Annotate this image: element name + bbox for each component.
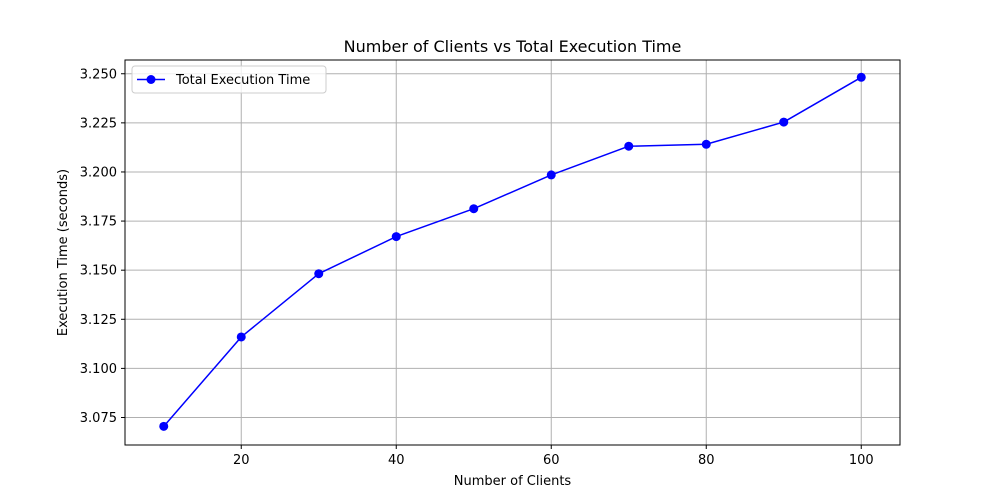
y-tick-label: 3.125 (80, 313, 117, 328)
data-point (779, 117, 789, 127)
data-point (236, 332, 246, 342)
y-tick-label: 3.150 (80, 264, 117, 279)
data-point (701, 139, 711, 149)
x-tick-label: 80 (698, 453, 715, 468)
legend-box (131, 65, 327, 94)
data-point (856, 72, 866, 82)
legend-label: Total Execution Time (175, 73, 310, 88)
y-axis-label: Execution Time (seconds) (56, 169, 71, 336)
legend: Total Execution Time (131, 65, 327, 94)
y-tick-label: 3.200 (80, 165, 117, 180)
data-point (624, 141, 634, 151)
x-tick-label: 60 (543, 453, 560, 468)
data-point (469, 204, 479, 214)
series-layer (159, 72, 866, 431)
data-point (391, 232, 401, 242)
data-point (314, 269, 324, 279)
x-axis-label: Number of Clients (454, 474, 572, 489)
y-tick-label: 3.250 (80, 67, 117, 82)
grid-layer (125, 60, 900, 445)
legend-marker (146, 75, 156, 84)
y-tick-label: 3.100 (80, 362, 117, 377)
y-axis: 3.075 3.100 3.125 3.150 3.175 3.200 3.225 3.250 (80, 67, 125, 426)
x-tick-label: 20 (233, 453, 250, 468)
x-tick-label: 100 (849, 453, 874, 468)
y-tick-label: 3.175 (80, 215, 117, 230)
chart-title: Number of Clients vs Total Execution Tim… (344, 37, 682, 56)
y-tick-label: 3.075 (80, 411, 117, 426)
y-tick-label: 3.225 (80, 116, 117, 131)
data-point (159, 421, 169, 431)
x-axis: 20 40 60 80 100 (233, 445, 874, 468)
data-point (546, 170, 556, 180)
x-tick-label: 40 (388, 453, 405, 468)
series-line (163, 76, 862, 427)
plot-frame (124, 59, 901, 446)
